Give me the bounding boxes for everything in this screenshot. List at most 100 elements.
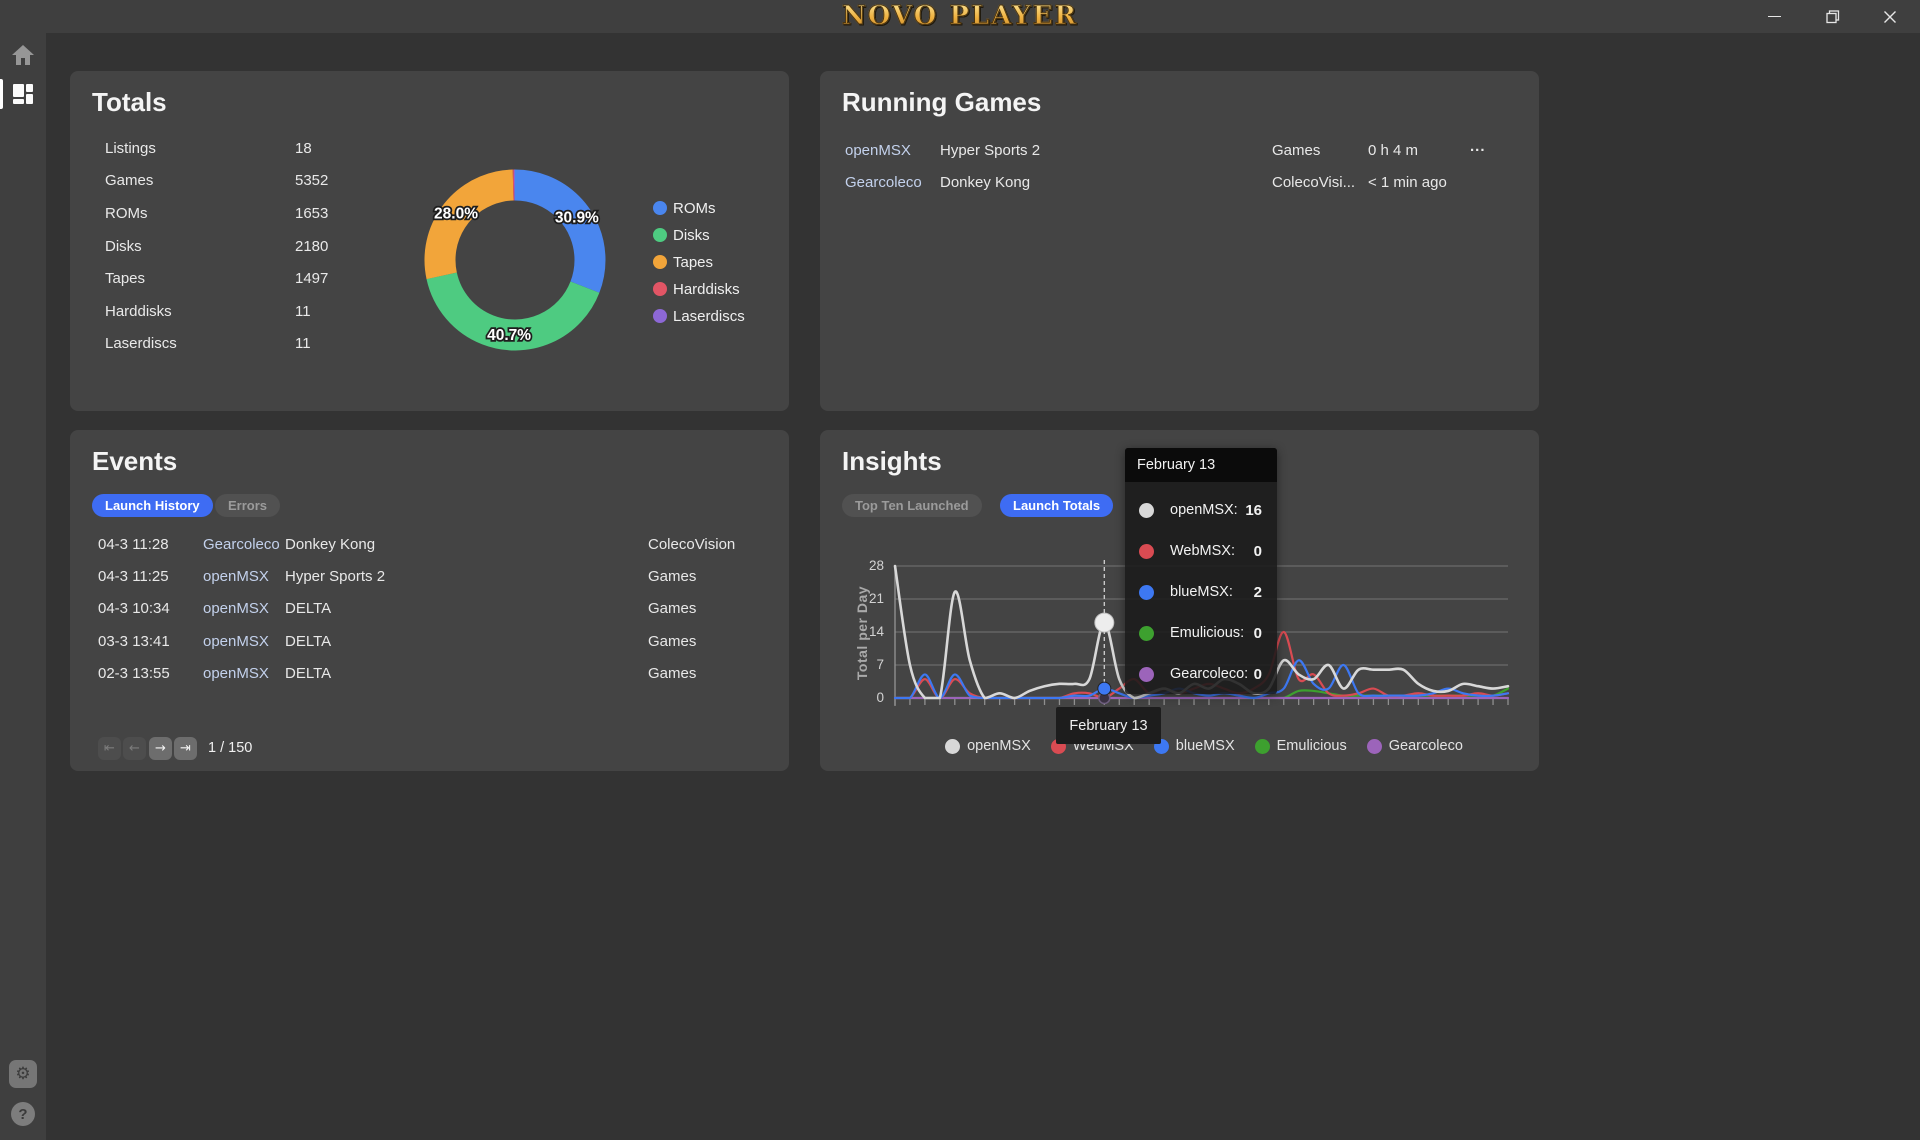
- legend-dot: [653, 309, 667, 323]
- donut-legend-item[interactable]: Tapes: [653, 252, 713, 272]
- stat-label: Harddisks: [105, 303, 172, 320]
- emulator-link[interactable]: openMSX: [203, 633, 269, 650]
- minimize-button[interactable]: [1746, 0, 1803, 33]
- tab-launch-totals[interactable]: Launch Totals: [1000, 494, 1114, 517]
- legend-item[interactable]: openMSX: [945, 738, 1031, 754]
- series-label: Gearcoleco:: [1170, 666, 1249, 682]
- series-value: 16: [1245, 501, 1262, 519]
- listing-name: Games: [648, 568, 697, 585]
- prev-page-button[interactable]: ←: [123, 737, 146, 760]
- stat-row: Games 5352: [105, 172, 405, 192]
- donut-legend-item[interactable]: Laserdiscs: [653, 306, 745, 326]
- sidebar-item-settings[interactable]: ⚙: [9, 1060, 37, 1088]
- legend-item[interactable]: blueMSX: [1153, 738, 1235, 754]
- sidebar-item-home[interactable]: [11, 44, 35, 66]
- event-time: 03-3 13:41: [98, 633, 170, 650]
- event-time: 04-3 11:28: [98, 536, 169, 553]
- home-icon: [12, 45, 34, 65]
- donut-legend-item[interactable]: ROMs: [653, 198, 716, 218]
- running-game-row: openMSX Hyper Sports 2 Games 0 h 4 m ...: [820, 138, 1539, 164]
- tooltip-row: blueMSX: 2: [1125, 582, 1277, 602]
- stat-value: 11: [295, 335, 311, 352]
- series-dot: [1139, 584, 1154, 600]
- dashboard-icon: [13, 84, 33, 104]
- svg-text:30.9%: 30.9%: [555, 210, 599, 227]
- tooltip-row: openMSX: 16: [1125, 500, 1277, 520]
- legend-label: Laserdiscs: [673, 307, 745, 325]
- running-games-title: Running Games: [842, 87, 1042, 117]
- y-tick-label: 14: [868, 624, 884, 639]
- tooltip-row: WebMSX: 0: [1125, 541, 1277, 561]
- sidebar-item-help[interactable]: ?: [11, 1102, 35, 1126]
- x-axis-hover-label: February 13: [1056, 707, 1161, 744]
- legend-item[interactable]: Gearcoleco: [1366, 738, 1463, 754]
- legend-dot: [653, 201, 667, 215]
- running-games-card: Running Games openMSX Hyper Sports 2 Gam…: [820, 71, 1539, 411]
- series-value: 0: [1253, 624, 1262, 642]
- close-icon: [1883, 10, 1896, 23]
- sidebar: ⚙ ?: [0, 33, 46, 1140]
- legend-label: Disks: [673, 226, 710, 244]
- legend-label: Emulicious: [1276, 738, 1347, 754]
- last-page-button[interactable]: ⇥: [174, 737, 197, 760]
- active-item-indicator: [0, 79, 3, 109]
- stat-row: Tapes 1497: [105, 270, 405, 290]
- series-label: WebMSX:: [1170, 543, 1236, 559]
- run-time: 0 h 4 m: [1368, 142, 1419, 159]
- y-tick-label: 0: [876, 690, 884, 705]
- legend-item[interactable]: Emulicious: [1254, 738, 1347, 754]
- stat-value: 1497: [295, 270, 329, 287]
- stat-label: Listings: [105, 140, 156, 157]
- stat-label: Games: [105, 172, 154, 189]
- restore-icon: [1825, 9, 1839, 23]
- sidebar-item-dashboard[interactable]: [13, 84, 33, 104]
- emulator-link[interactable]: openMSX: [203, 665, 269, 682]
- emulator-link[interactable]: openMSX: [845, 142, 911, 159]
- event-time: 02-3 13:55: [98, 665, 170, 682]
- stat-value: 5352: [295, 172, 329, 189]
- row-menu-icon[interactable]: ...: [1470, 138, 1486, 155]
- page-indicator: 1 / 150: [208, 740, 253, 756]
- app-logo: NOVO PLAYER: [0, 1, 1920, 32]
- media-type-donut-chart[interactable]: 30.9% 40.7% 28.0%: [415, 160, 615, 360]
- game-name: Hyper Sports 2: [285, 568, 386, 585]
- totals-title: Totals: [92, 87, 167, 117]
- game-name: Hyper Sports 2: [940, 142, 1041, 159]
- series-dot: [1139, 666, 1154, 682]
- legend-dot: [1254, 738, 1270, 754]
- y-tick-label: 21: [868, 591, 884, 606]
- series-value: 0: [1253, 542, 1262, 560]
- tab-launch-history[interactable]: Launch History: [92, 494, 213, 517]
- stat-label: Tapes: [105, 270, 146, 287]
- running-game-row: Gearcoleco Donkey Kong ColecoVisi... < 1…: [820, 174, 1539, 196]
- tooltip-row: Gearcoleco: 0: [1125, 664, 1277, 684]
- donut-legend-item[interactable]: Harddisks: [653, 279, 740, 299]
- game-name: Donkey Kong: [940, 174, 1031, 191]
- emulator-link[interactable]: openMSX: [203, 600, 269, 617]
- tab-top-ten-launched[interactable]: Top Ten Launched: [842, 494, 982, 517]
- series-label: openMSX:: [1170, 502, 1238, 518]
- chart-legend: openMSX WebMSX blueMSX Emulicious Gearco…: [895, 738, 1513, 754]
- close-button[interactable]: [1861, 0, 1918, 33]
- emulator-link[interactable]: Gearcoleco: [203, 536, 280, 553]
- emulator-link[interactable]: openMSX: [203, 568, 269, 585]
- series-label: blueMSX:: [1170, 584, 1233, 600]
- restore-button[interactable]: [1804, 0, 1861, 33]
- tab-errors[interactable]: Errors: [215, 494, 281, 517]
- listing-name: Games: [1272, 142, 1321, 159]
- tooltip-row: Emulicious: 0: [1125, 623, 1277, 643]
- stat-label: Laserdiscs: [105, 335, 177, 352]
- emulator-link[interactable]: Gearcoleco: [845, 174, 922, 191]
- next-page-button[interactable]: →: [149, 737, 172, 760]
- event-row: 04-3 11:25 openMSX Hyper Sports 2 Games: [70, 568, 789, 590]
- events-card: Events Launch History Errors 04-3 11:28 …: [70, 430, 789, 771]
- first-page-button[interactable]: ⇤: [98, 737, 121, 760]
- listing-name: Games: [648, 665, 697, 682]
- y-tick-label: 7: [876, 657, 884, 672]
- donut-legend-item[interactable]: Disks: [653, 225, 710, 245]
- stat-row: ROMs 1653: [105, 205, 405, 225]
- legend-dot: [1366, 738, 1382, 754]
- stat-value: 2180: [295, 238, 329, 255]
- stat-label: ROMs: [105, 205, 148, 222]
- legend-dot: [653, 282, 667, 296]
